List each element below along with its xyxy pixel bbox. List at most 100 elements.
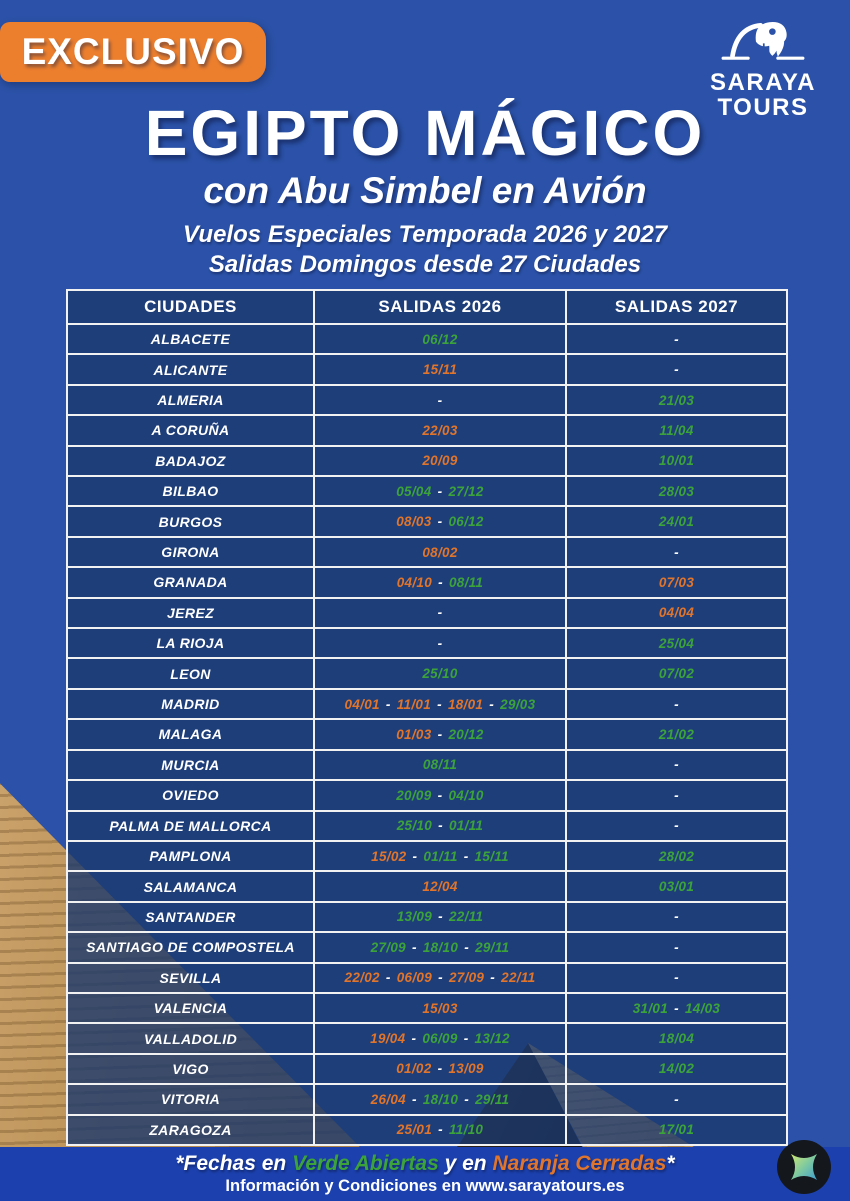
column-header: SALIDAS 2026 [313, 289, 567, 325]
salidas-2026-cell: 12/04 [313, 870, 567, 903]
date-separator: - [434, 909, 447, 925]
date-separator: - [434, 574, 447, 590]
date-closed: 04/04 [658, 605, 695, 621]
legend-note-part: Verde Abiertas [292, 1152, 439, 1175]
date-separator: - [459, 1031, 473, 1047]
salidas-2027-cell: 04/04 [565, 596, 788, 630]
no-date-mark: - [674, 757, 679, 773]
table-row: SANTANDER 13/09 - 22/11- [66, 900, 788, 934]
table-row: A CORUÑA 22/03 11/04 [66, 414, 788, 447]
city-cell: LEON [66, 657, 315, 690]
date-closed: 18/01 [447, 696, 484, 712]
date-open: 07/02 [658, 666, 695, 682]
date-open: 25/10 [396, 818, 433, 834]
date-open: 17/01 [658, 1122, 695, 1138]
table-row: OVIEDO 20/09 - 04/10- [66, 779, 788, 812]
table-row: BADAJOZ 20/09 10/01 [66, 444, 788, 478]
date-separator: - [407, 1091, 421, 1107]
salidas-2026-cell: 04/10 - 08/11 [313, 566, 567, 599]
date-separator: - [460, 1091, 474, 1107]
date-open: 11/10 [448, 1122, 484, 1138]
salidas-2027-cell: 21/03 [565, 383, 788, 417]
date-closed: 26/04 [370, 1091, 406, 1107]
table-header-row: CIUDADES SALIDAS 2026 SALIDAS 2027 [66, 289, 788, 325]
date-separator: - [407, 939, 421, 955]
date-open: 25/10 [422, 666, 458, 682]
city-cell: GRANADA [66, 566, 315, 599]
date-open: 18/10 [422, 939, 459, 955]
city-cell: SANTANDER [66, 900, 315, 934]
table-row: VITORIA 26/04 - 18/10 - 29/11- [66, 1083, 788, 1116]
date-closed: 04/10 [396, 574, 433, 590]
salidas-2027-cell: 07/03 [565, 566, 788, 599]
city-cell: BADAJOZ [66, 444, 315, 478]
city-cell: VALENCIA [66, 991, 315, 1025]
table-row: SANTIAGO DE COMPOSTELA 27/09 - 18/10 - 29… [66, 931, 788, 964]
city-cell: ALMERIA [66, 383, 315, 417]
salidas-2026-cell: 08/02 [313, 535, 567, 569]
date-closed: 25/01 [396, 1122, 433, 1138]
salidas-2026-cell: 06/12 [313, 322, 567, 356]
date-open: 08/11 [448, 574, 484, 590]
city-cell: MALAGA [66, 718, 315, 751]
date-separator: - [433, 1061, 447, 1077]
legend-note-part: Naranja Cerradas [492, 1152, 667, 1175]
date-open: 29/11 [475, 939, 510, 955]
city-cell: VALLADOLID [66, 1022, 315, 1055]
city-cell: A CORUÑA [66, 414, 315, 447]
city-cell: SEVILLA [66, 961, 315, 994]
salidas-2027-cell: 11/04 [565, 414, 788, 447]
salidas-2027-cell: 18/04 [565, 1022, 788, 1055]
date-closed: 20/09 [422, 453, 458, 469]
date-open: 18/10 [422, 1091, 459, 1107]
date-open: 21/02 [658, 726, 695, 742]
salidas-2026-cell: 15/11 [313, 353, 567, 386]
sparkle-seal-icon [777, 1140, 831, 1194]
date-open: 29/11 [475, 1091, 510, 1107]
date-separator: - [433, 787, 447, 803]
no-date-mark: - [674, 696, 679, 712]
table-row: PAMPLONA 15/02 - 01/11 - 15/11 28/02 [66, 839, 788, 873]
city-cell: OVIEDO [66, 779, 315, 812]
date-open: 25/04 [658, 635, 695, 651]
date-separator: - [434, 1122, 447, 1138]
date-closed: 15/03 [422, 1000, 458, 1016]
salidas-2026-cell: 08/11 [313, 748, 567, 782]
page-subtitle: con Abu Simbel en Avión [203, 170, 647, 211]
salidas-2027-cell: 28/02 [565, 839, 788, 873]
date-open: 21/03 [658, 392, 695, 408]
salidas-2026-cell: 04/01 - 11/01 - 18/01 - 29/03 [313, 687, 567, 721]
date-open: 11/04 [659, 422, 694, 438]
date-closed: 01/02 [396, 1061, 432, 1077]
exclusivo-badge: EXCLUSIVO [0, 22, 266, 82]
city-cell: VITORIA [66, 1083, 315, 1116]
city-cell: MADRID [66, 687, 315, 721]
date-open: 13/09 [396, 909, 433, 925]
salidas-2027-cell: 17/01 [565, 1113, 788, 1147]
city-cell: SANTIAGO DE COMPOSTELA [66, 931, 315, 964]
salidas-2027-cell: - [565, 748, 788, 782]
horus-falcon-icon [721, 22, 805, 60]
city-cell: JEREZ [66, 596, 315, 630]
table-row: LA RIOJA - 25/04 [66, 627, 788, 660]
no-date-mark: - [674, 544, 679, 560]
date-open: 06/12 [448, 514, 484, 530]
date-open: 28/03 [658, 483, 695, 499]
date-open: 08/11 [422, 757, 458, 773]
salidas-2027-cell: 07/02 [565, 657, 788, 690]
table-row: ALICANTE 15/11 - [66, 353, 788, 386]
table-row: SALAMANCA 12/04 03/01 [66, 870, 788, 903]
salidas-2026-cell: 05/04 - 27/12 [313, 475, 567, 508]
date-open: 20/12 [448, 726, 484, 742]
city-cell: PAMPLONA [66, 839, 315, 873]
salidas-2027-cell: 31/01 - 14/03 [565, 991, 788, 1025]
date-closed: 06/09 [396, 970, 433, 986]
salidas-2026-cell: 22/03 [313, 414, 567, 447]
date-open: 10/01 [658, 453, 695, 469]
legend-note-part: y en [438, 1152, 493, 1175]
table-row: GRANADA 04/10 - 08/11 07/03 [66, 566, 788, 599]
salidas-2027-cell: 24/01 [565, 505, 788, 538]
date-separator: - [433, 514, 447, 530]
date-open: 31/01 [632, 1000, 669, 1016]
